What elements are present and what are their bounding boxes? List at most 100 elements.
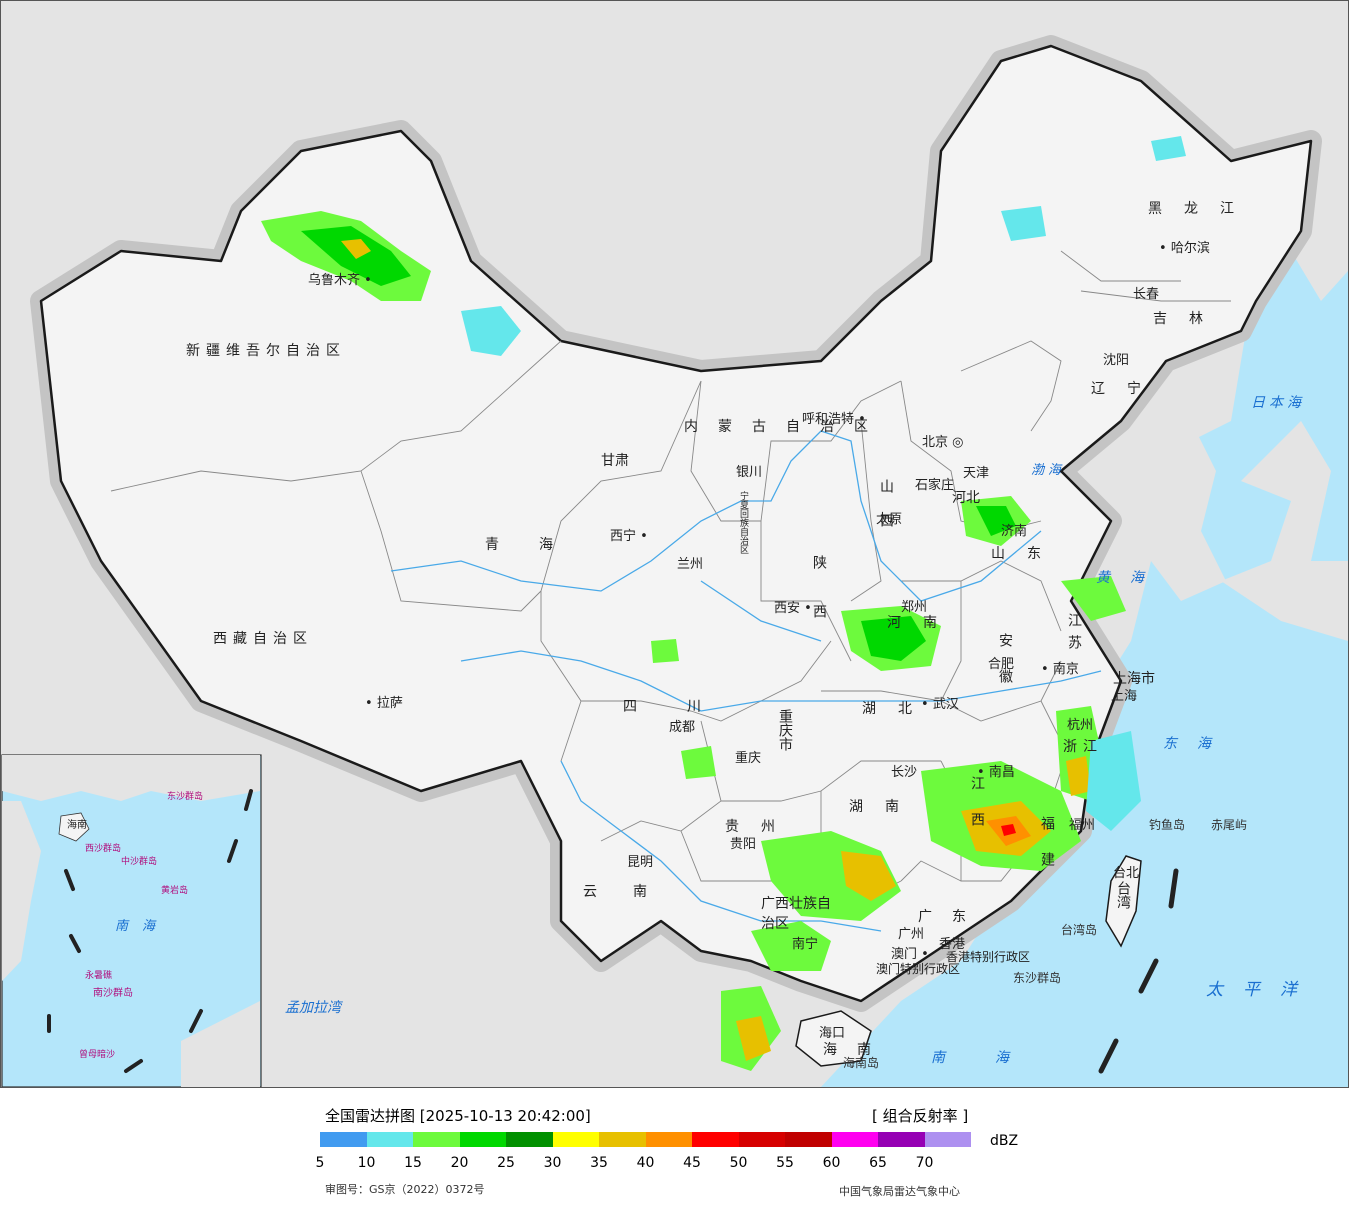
province-label-macau: 澳门特别行政区	[876, 962, 961, 976]
city-xining: 西宁 •	[610, 529, 648, 544]
hainan-island	[795, 1010, 872, 1067]
legend-title: 全国雷达拼图 [2025-10-13 20:42:00]	[325, 1107, 591, 1125]
radar-map: 新疆维吾尔自治区 西藏自治区 青海 甘肃 内蒙古自治区 黑龙江 吉林 辽宁 河北…	[0, 0, 1349, 1088]
inset-label-zhongsha: 中沙群岛	[121, 857, 158, 867]
city-urumqi: 乌鲁木齐 •	[308, 273, 372, 288]
province-label-guizhou: 贵州	[725, 819, 797, 835]
scale-swatch	[506, 1132, 553, 1147]
scale-tick-label: 30	[543, 1155, 562, 1171]
radar-echoes	[261, 136, 1186, 1071]
sea-label-bohai: 渤海	[1031, 463, 1066, 478]
city-lhasa: • 拉萨	[365, 696, 403, 711]
island-chiwei: 赤尾屿	[1211, 818, 1248, 832]
city-chengdu: 成都	[669, 720, 696, 735]
scale-tick-label: 65	[869, 1155, 887, 1171]
boundary-dashes	[1098, 868, 1179, 1074]
city-changsha: 长沙	[891, 765, 918, 780]
scale-tick-label: 60	[822, 1155, 841, 1171]
inset-label-dongsha: 东沙群岛	[167, 792, 204, 802]
city-nanning: 南宁	[792, 937, 819, 952]
scale-tick-label: 5	[315, 1155, 325, 1171]
scale-swatch	[645, 1132, 692, 1147]
province-label-gansu: 甘肃	[601, 453, 629, 469]
scale-tick-label: 15	[404, 1155, 422, 1171]
province-label-hunan: 湖南	[849, 799, 921, 815]
legend-panel	[0, 1088, 1349, 1208]
color-scale	[320, 1132, 971, 1147]
city-zhengzhou: 郑州	[901, 600, 928, 615]
city-shijiazhuang: 石家庄	[915, 478, 955, 493]
inset-label-xisha: 西沙群岛	[85, 844, 122, 854]
scale-tick-label: 55	[776, 1155, 794, 1171]
province-label-shaanxi: 陕西	[811, 555, 827, 653]
taiwan-island	[1105, 855, 1142, 948]
rivers	[390, 430, 1102, 932]
city-lanzhou: 兰州	[677, 557, 704, 572]
city-taipei: 台北	[1113, 866, 1140, 881]
province-label-guangxi: 广西壮族自治区	[761, 896, 831, 932]
legend-product: [ 组合反射率 ]	[872, 1107, 969, 1125]
province-label-taiwan: 台湾	[1115, 881, 1131, 909]
province-label-heilongjiang: 黑龙江	[1148, 201, 1256, 217]
scale-swatch	[599, 1132, 646, 1147]
sea-label-east: 东海	[1163, 736, 1231, 752]
scale-swatch	[366, 1132, 413, 1147]
inset-label-zengmu: 曾母暗沙	[79, 1050, 116, 1060]
city-tianjin: 天津	[963, 466, 990, 481]
sea-label-south: 南海	[931, 1050, 1059, 1066]
city-hefei: 合肥	[988, 657, 1015, 672]
city-chongqing: 重庆	[735, 751, 762, 766]
city-shenyang: 沈阳	[1103, 353, 1130, 368]
scale-tick-label: 70	[915, 1155, 934, 1171]
scale-swatch	[552, 1132, 599, 1147]
map-canvas	[1, 1, 1348, 1087]
issuer: 中国气象局雷达气象中心	[839, 1185, 960, 1198]
province-label-ningxia: 宁夏回族自治区	[738, 491, 748, 554]
city-kunming: 昆明	[627, 855, 654, 870]
province-label-xinjiang: 新疆维吾尔自治区	[186, 343, 346, 359]
city-guangzhou: 广州	[898, 927, 925, 942]
province-label-jiangsu: 江苏	[1066, 613, 1082, 657]
province-label-fujian: 福建	[1039, 816, 1055, 888]
scale-tick-label: 50	[729, 1155, 748, 1171]
city-macau: 澳门 •	[891, 947, 929, 962]
province-label-yunnan: 云南	[583, 884, 683, 900]
legend-unit: dBZ	[990, 1133, 1019, 1149]
province-label-anhui: 安徽	[997, 633, 1013, 705]
scale-tick-label: 40	[636, 1155, 655, 1171]
city-hangzhou: 杭州	[1067, 718, 1094, 733]
city-hohhot: 呼和浩特 •	[802, 412, 866, 427]
province-label-guangdong: 广东	[918, 909, 986, 925]
scale-swatch	[878, 1132, 925, 1147]
city-taiyuan: 太原	[876, 512, 903, 527]
review-number: 审图号：GS京（2022）0372号	[325, 1183, 485, 1196]
city-nanchang: • 南昌	[977, 765, 1015, 780]
province-label-liaoning: 辽宁	[1091, 381, 1163, 397]
island-taiwan: 台湾岛	[1061, 923, 1098, 937]
island-hainan: 海南岛	[843, 1056, 880, 1070]
korea-japan-land	[1151, 421, 1348, 641]
scale-swatch	[413, 1132, 460, 1147]
province-label-jiangxi: 江西	[969, 776, 985, 848]
sea-label-bengal: 孟加拉湾	[285, 1000, 341, 1016]
city-harbin: • 哈尔滨	[1159, 241, 1210, 256]
province-label-sichuan: 四川	[623, 699, 751, 715]
province-label-henan: 河南	[887, 615, 959, 631]
province-borders	[110, 250, 1231, 902]
city-guiyang: 贵阳	[730, 837, 757, 852]
island-dongsha: 东沙群岛	[1013, 971, 1062, 985]
province-label-hongkong: 香港特别行政区	[946, 950, 1031, 964]
province-label-shandong: 山东	[991, 546, 1063, 562]
island-diaoyu: 钓鱼岛	[1149, 818, 1186, 832]
province-label-qinghai: 青海	[485, 537, 593, 553]
scale-swatch	[320, 1132, 367, 1147]
province-label-shanxi: 山西	[878, 479, 894, 547]
scale-tick-label: 10	[357, 1155, 376, 1171]
province-label-shanghai: 上海市	[1113, 671, 1155, 687]
scale-swatch	[738, 1132, 785, 1147]
scale-tick-label: 25	[497, 1155, 515, 1171]
inset-label-hainan: 海南	[67, 820, 87, 831]
sea-label-japan: 日本海	[1251, 395, 1305, 411]
province-label-hebei: 河北	[952, 490, 980, 506]
scale-swatch	[785, 1132, 832, 1147]
